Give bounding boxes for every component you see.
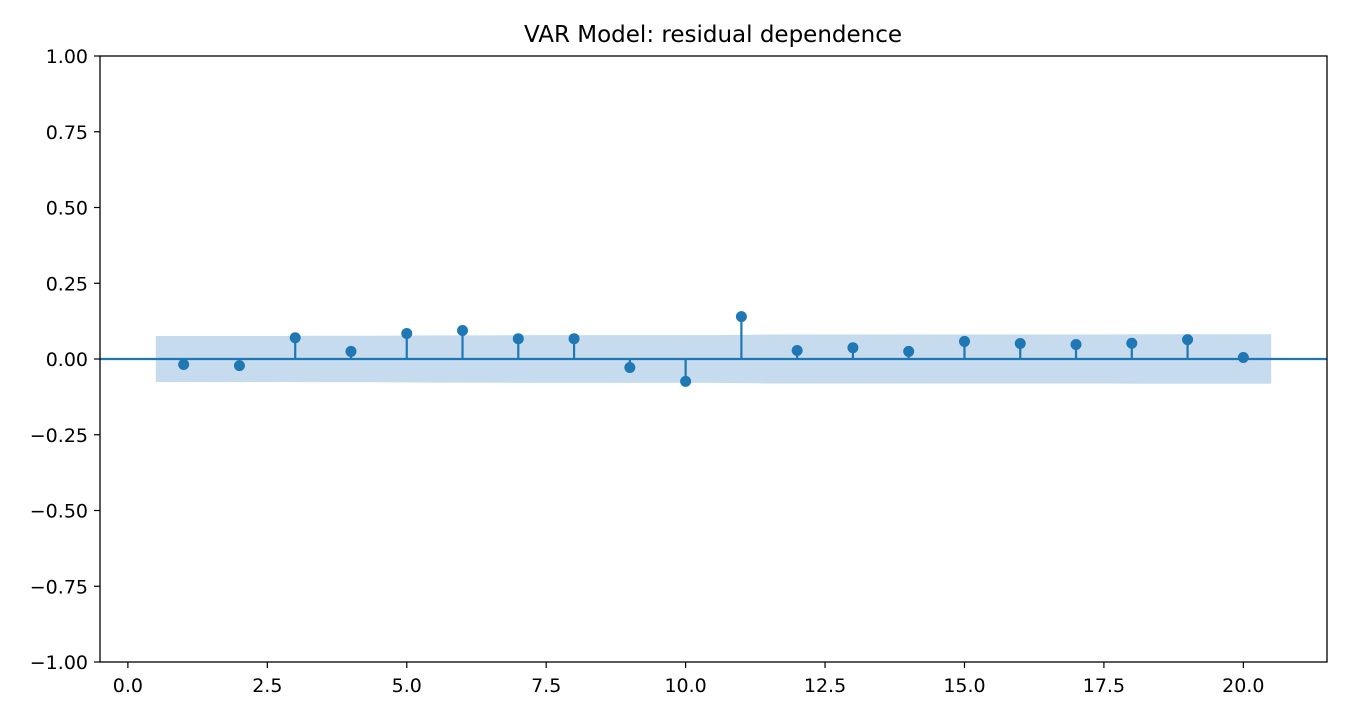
x-tick-label: 0.0 (113, 675, 143, 697)
y-tick-label: −0.75 (30, 576, 88, 598)
x-tick-label: 2.5 (252, 675, 282, 697)
marker-lag-17 (1070, 338, 1082, 350)
y-tick-label: 0.00 (46, 349, 88, 371)
y-tick-label: 0.50 (46, 198, 88, 220)
marker-lag-1 (178, 358, 190, 370)
x-tick-label: 10.0 (664, 675, 706, 697)
marker-lag-14 (903, 345, 915, 357)
ticks-layer: 0.0 2.5 5.0 7.5 10.0 12.5 15.0 17.5 20.0 −1.00 −0.… (30, 46, 1265, 697)
x-tick-label: 7.5 (531, 675, 561, 697)
marker-lag-11 (735, 311, 747, 323)
marker-lag-6 (457, 325, 469, 337)
x-tick-label: 15.0 (943, 675, 985, 697)
marker-lag-18 (1126, 337, 1138, 349)
marker-lag-2 (233, 360, 245, 372)
y-tick-label: −0.25 (30, 425, 88, 447)
x-tick-label: 5.0 (392, 675, 422, 697)
chart-title: VAR Model: residual dependence (524, 22, 902, 48)
marker-lag-15 (958, 335, 970, 347)
marker-lag-3 (289, 332, 301, 344)
marker-lag-5 (401, 328, 413, 340)
y-tick-label: 0.75 (46, 122, 88, 144)
marker-lag-12 (791, 345, 803, 357)
marker-lag-8 (568, 333, 580, 345)
marker-lag-13 (847, 342, 859, 354)
y-tick-label: −0.50 (30, 501, 88, 523)
y-tick-label: −1.00 (30, 652, 88, 674)
x-tick-label: 20.0 (1222, 675, 1264, 697)
markers-layer (178, 311, 1249, 387)
marker-lag-9 (624, 361, 636, 373)
marker-lag-19 (1182, 334, 1194, 346)
marker-lag-10 (680, 375, 692, 387)
x-tick-label: 12.5 (804, 675, 846, 697)
marker-lag-16 (1014, 338, 1026, 350)
marker-lag-20 (1237, 351, 1249, 363)
x-tick-label: 17.5 (1083, 675, 1125, 697)
marker-lag-4 (345, 345, 357, 357)
y-tick-label: 0.25 (46, 273, 88, 295)
marker-lag-7 (512, 333, 524, 345)
y-tick-label: 1.00 (46, 46, 88, 68)
